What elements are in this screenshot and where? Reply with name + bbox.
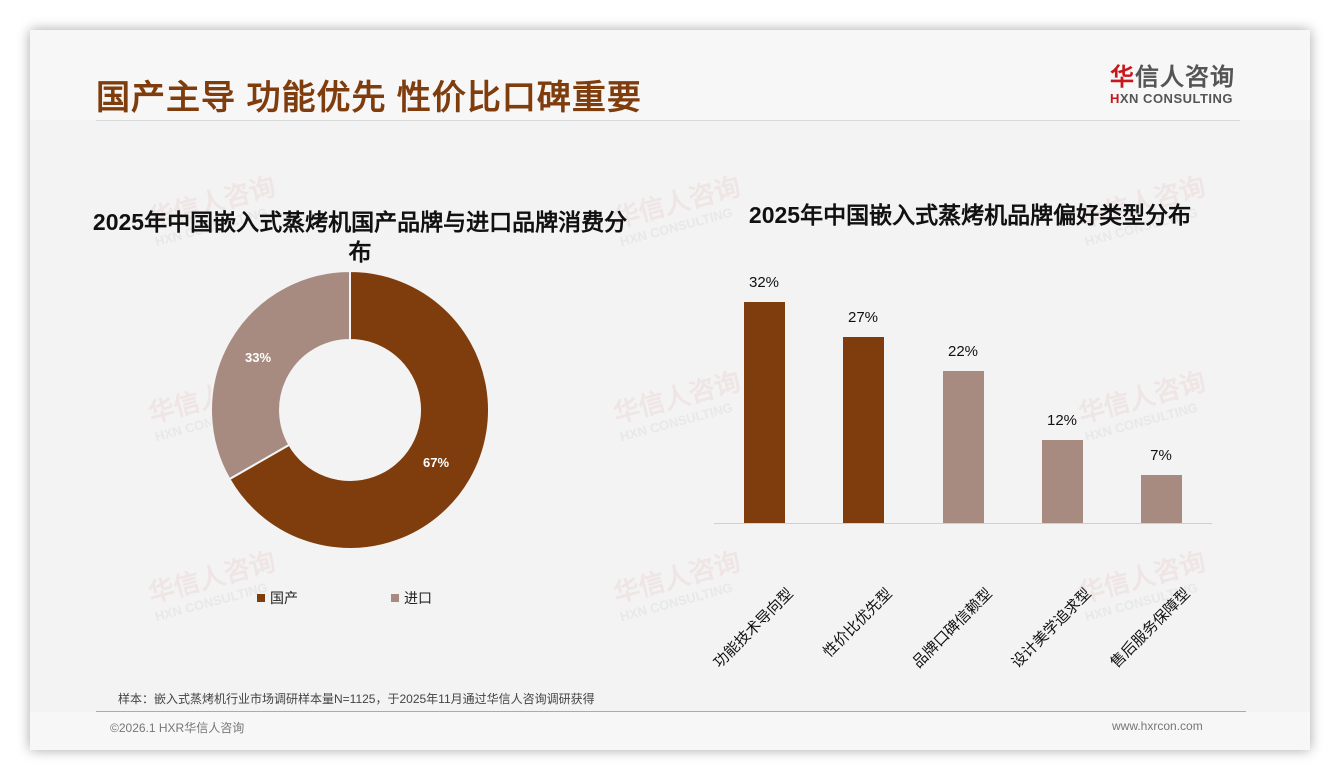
bar-chart: 32% 27% 22% 12% 7%: [714, 270, 1212, 523]
copyright: ©2026.1 HXR华信人咨询: [110, 721, 245, 735]
bar-value: 7%: [1150, 447, 1172, 464]
donut-slice-import: [210, 270, 351, 481]
legend-swatch: [257, 594, 265, 602]
header-band: [30, 30, 1310, 120]
x-axis: [714, 523, 1212, 524]
logo-cn-first: 华: [1110, 64, 1135, 91]
page-title: 国产主导 功能优先 性价比口碑重要: [96, 79, 642, 117]
bar-value: 32%: [748, 274, 780, 291]
bar-value: 22%: [947, 343, 979, 360]
x-axis-label: 功能技术导向型: [710, 585, 797, 672]
x-axis-label: 品牌口碑信赖型: [909, 585, 996, 672]
bar-value: 12%: [1046, 412, 1078, 429]
bar: [943, 371, 984, 523]
donut-label-import: 33%: [245, 350, 272, 365]
bar: [843, 337, 884, 523]
logo-cn-rest: 信人咨询: [1135, 64, 1235, 91]
header-divider: [96, 120, 1240, 121]
x-axis-label: 性价比优先型: [820, 585, 896, 661]
donut-chart-title: 2025年中国嵌入式蒸烤机国产品牌与进口品牌消费分 布: [92, 209, 628, 265]
donut-slice-domestic: [228, 270, 490, 550]
slide: 国产主导 功能优先 性价比口碑重要 华信人咨询 HXN CONSULTING 华…: [30, 30, 1310, 750]
legend-item-domestic: 国产: [257, 588, 298, 608]
x-axis-label: 售后服务保障型: [1107, 585, 1194, 672]
logo-en: HXN CONSULTING: [1110, 92, 1235, 106]
logo-en-rest: XN CONSULTING: [1119, 91, 1234, 106]
logo-en-first: H: [1110, 91, 1120, 106]
legend-item-import: 进口: [391, 588, 432, 608]
bar: [1042, 440, 1083, 523]
bar-value: 27%: [847, 309, 879, 326]
sample-note: 样本：嵌入式蒸烤机行业市场调研样本量N=1125，于2025年11月通过华信人咨…: [118, 692, 595, 706]
footer-band: [30, 712, 1310, 750]
legend-swatch: [391, 594, 399, 602]
donut-chart: [210, 270, 490, 550]
bar: [744, 302, 785, 523]
x-axis-label: 设计美学追求型: [1008, 585, 1095, 672]
bar-chart-title: 2025年中国嵌入式蒸烤机品牌偏好类型分布: [748, 202, 1192, 228]
logo: 华信人咨询 HXN CONSULTING: [1110, 64, 1235, 106]
donut-label-domestic: 67%: [423, 455, 450, 470]
footer-divider: [96, 711, 1246, 712]
logo-cn: 华信人咨询: [1110, 64, 1235, 92]
bar: [1141, 475, 1182, 523]
website-link[interactable]: www.hxrcon.com: [1112, 719, 1203, 733]
